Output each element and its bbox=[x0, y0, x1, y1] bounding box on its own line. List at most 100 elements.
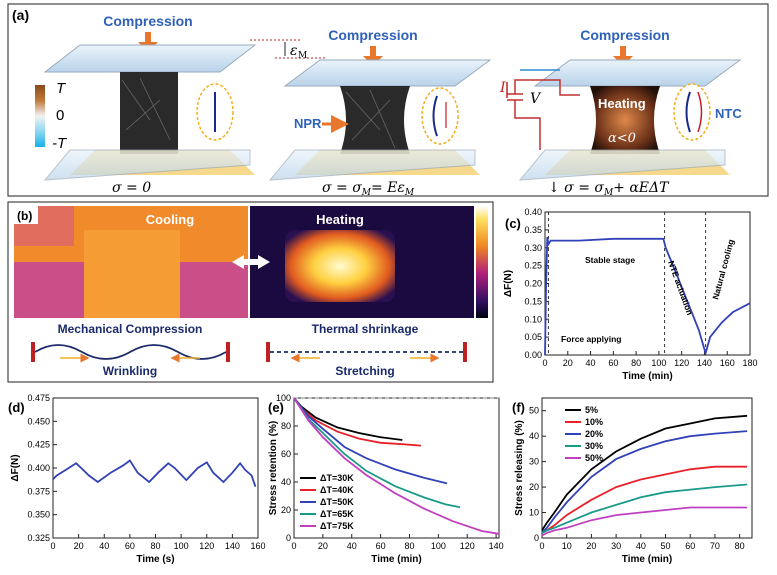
y-tick-label: 80 bbox=[281, 421, 291, 431]
panel-label-f: (f) bbox=[512, 400, 525, 415]
ntc-label: NTC bbox=[715, 106, 742, 121]
legend-label: 30% bbox=[585, 441, 603, 451]
x-tick-label: 10 bbox=[562, 541, 572, 551]
heating-label: Heating bbox=[598, 96, 646, 111]
plot-frame-e bbox=[293, 397, 500, 539]
y-tick-label: 0.00 bbox=[524, 350, 542, 360]
strain-label: ε bbox=[290, 43, 298, 59]
y-tick-label: 0.475 bbox=[27, 393, 50, 403]
annotation-1: NTE actuation bbox=[666, 259, 695, 316]
series-line-T50K-2 bbox=[293, 397, 448, 485]
y-axis-label: ΔF(N) bbox=[503, 270, 514, 297]
y-tick-label: 0.15 bbox=[524, 296, 542, 306]
y-tick-label: 0.350 bbox=[27, 510, 50, 520]
y-tick-label: 0.400 bbox=[27, 463, 50, 473]
legend-label: 10% bbox=[585, 417, 603, 427]
x-axis-label: Time (min) bbox=[622, 554, 672, 565]
x-tick-label: 120 bbox=[674, 358, 689, 368]
y-tick-label: 50 bbox=[529, 406, 539, 416]
y-tick-label: 0.450 bbox=[27, 416, 50, 426]
top-plate-1 bbox=[43, 44, 257, 73]
setup-uncompressed: Compression σ = 0 bbox=[43, 13, 257, 196]
y-tick-label: 0.375 bbox=[27, 486, 50, 496]
panel-b-label: (b) bbox=[17, 209, 32, 223]
legend-label: ΔT=40K bbox=[320, 485, 354, 495]
compression-label-3: Compression bbox=[580, 27, 669, 43]
y-tick-label: 0 bbox=[534, 533, 539, 543]
cooling-label: Cooling bbox=[146, 212, 194, 227]
npr-label: NPR bbox=[294, 116, 322, 131]
equation-3: ↓ σ = σM+ αEΔT bbox=[548, 180, 670, 198]
top-plate-2 bbox=[283, 59, 492, 87]
legend-label: ΔT=50K bbox=[320, 497, 354, 507]
contracting-fiber bbox=[697, 91, 703, 133]
legend-label: ΔT=30K bbox=[320, 473, 354, 483]
panel-label-d: (d) bbox=[8, 400, 25, 415]
y-tick-label: 0.10 bbox=[524, 314, 542, 324]
compression-label-2: Compression bbox=[328, 27, 417, 43]
x-tick-label: 30 bbox=[611, 541, 621, 551]
x-tick-label: 60 bbox=[685, 541, 695, 551]
circuit-wire bbox=[507, 79, 580, 150]
compression-label-1: Compression bbox=[103, 13, 192, 29]
y-tick-label: 0.20 bbox=[524, 279, 542, 289]
x-tick-label: 40 bbox=[586, 358, 596, 368]
legend-label: 20% bbox=[585, 429, 603, 439]
x-tick-label: 20 bbox=[318, 541, 328, 551]
x-tick-label: 0 bbox=[50, 541, 55, 551]
heating-label-b: Heating bbox=[316, 212, 364, 227]
x-tick-label: 160 bbox=[720, 358, 735, 368]
y-tick-label: 0 bbox=[286, 533, 291, 543]
x-tick-label: 20 bbox=[74, 541, 84, 551]
plot-frame-f bbox=[541, 397, 753, 539]
x-tick-label: 50 bbox=[661, 541, 671, 551]
x-tick-label: 80 bbox=[631, 358, 641, 368]
sample-2 bbox=[340, 86, 410, 154]
series-line-T40K-1 bbox=[293, 397, 422, 447]
legend-label: 5% bbox=[585, 405, 598, 415]
series-line-c-0 bbox=[544, 236, 751, 357]
x-tick-label: 0 bbox=[539, 541, 544, 551]
alpha-label: α<0 bbox=[608, 131, 636, 146]
panel-b: (b) Cooling Heating Mechanical Compressi… bbox=[7, 201, 494, 383]
x-tick-label: 20 bbox=[586, 541, 596, 551]
y-tick-label: 30 bbox=[529, 457, 539, 467]
mech-compression-label: Mechanical Compression bbox=[58, 322, 203, 336]
current-label: I bbox=[499, 80, 506, 96]
thermal-shrinkage-label: Thermal shrinkage bbox=[312, 322, 419, 336]
colorbar-mid-label: 0 bbox=[56, 107, 64, 124]
panel-a-label: (a) bbox=[12, 7, 29, 23]
legend-label: 50% bbox=[585, 453, 603, 463]
series-line-d-0 bbox=[52, 459, 257, 487]
y-tick-label: 0.30 bbox=[524, 243, 542, 253]
label-box-b bbox=[14, 206, 38, 224]
chart-f: (f) 0 10 20 30 40 50 60 70 80 0 10 20 30 40 50 Time (min… bbox=[512, 397, 753, 565]
x-tick-label: 0 bbox=[542, 358, 547, 368]
x-tick-label: 80 bbox=[404, 541, 414, 551]
panel-label-c: (c) bbox=[505, 216, 521, 231]
sample-texture-1 bbox=[121, 77, 171, 141]
x-tick-label: 70 bbox=[710, 541, 720, 551]
x-tick-label: 180 bbox=[742, 358, 757, 368]
temperature-colorbar bbox=[35, 85, 45, 147]
x-tick-label: 20 bbox=[563, 358, 573, 368]
y-tick-label: 40 bbox=[529, 431, 539, 441]
annotation-2: Natural cooling bbox=[710, 238, 736, 300]
stretching-label: Stretching bbox=[335, 364, 394, 378]
colorbar-top-label: T bbox=[56, 80, 67, 97]
x-tick-label: 80 bbox=[150, 541, 160, 551]
ir-colorbar bbox=[476, 206, 488, 318]
chart-e: (e) 0 20 40 60 80 100 120 140 0 20 40 60 80 100 Time (m… bbox=[268, 393, 504, 565]
panel-label-e: (e) bbox=[268, 400, 284, 415]
zoom-circle-3 bbox=[673, 83, 711, 141]
legend-label: ΔT=65K bbox=[320, 509, 354, 519]
strain-sub: M bbox=[298, 51, 307, 61]
chart-c: (c) 0 20 40 60 80 100 120 140 160 180 0.00 0.05 0.10 0… bbox=[503, 207, 758, 382]
y-tick-label: 0.25 bbox=[524, 261, 542, 271]
x-tick-label: 60 bbox=[376, 541, 386, 551]
annotation-3: Force applying bbox=[561, 334, 621, 344]
x-tick-label: 140 bbox=[225, 541, 240, 551]
series-line-T30K-0 bbox=[293, 397, 403, 441]
x-tick-label: 60 bbox=[125, 541, 135, 551]
x-tick-label: 60 bbox=[608, 358, 618, 368]
